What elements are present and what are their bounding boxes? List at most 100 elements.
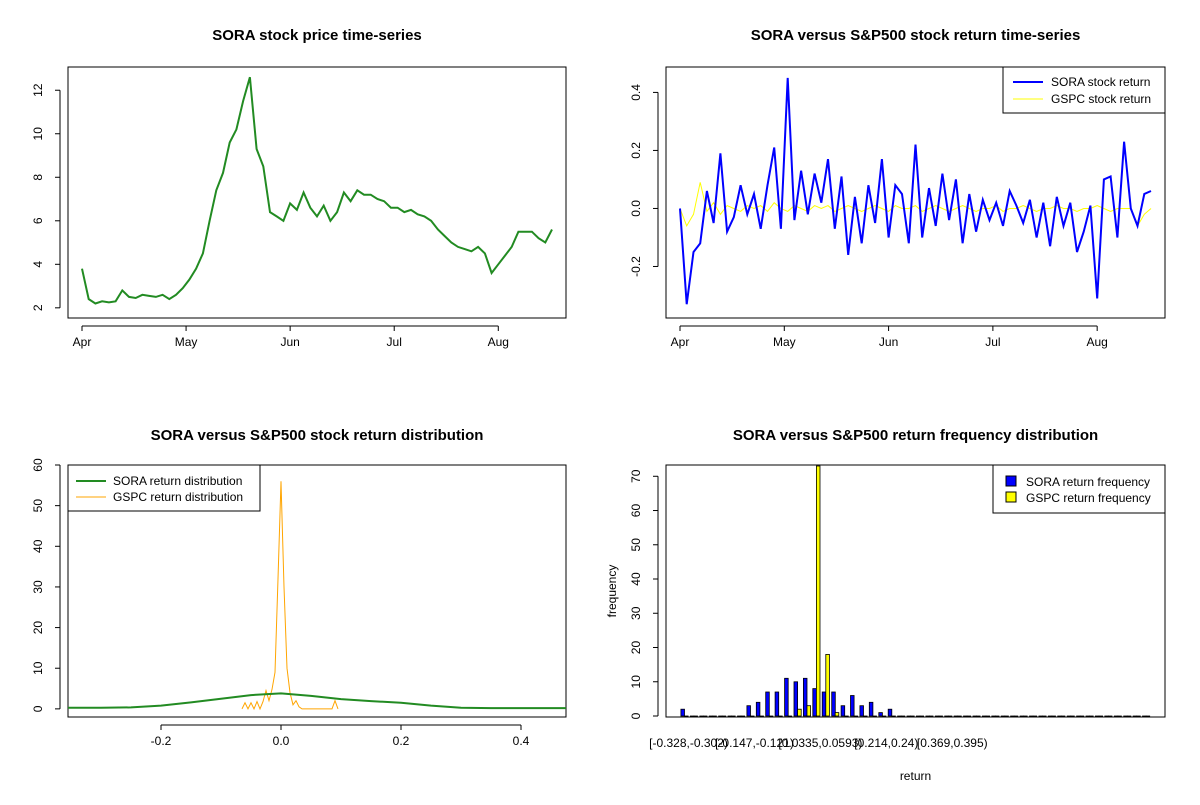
x-tick-label-2-1: 0.0 [273, 734, 290, 748]
bar-0-1 [690, 715, 695, 718]
series-line-1-0 [679, 77, 1152, 305]
chart-title-3: SORA versus S&P500 return frequency dist… [733, 427, 1098, 444]
bar-1-6 [740, 715, 745, 718]
bar-0-13 [803, 677, 808, 717]
x-tick-label-0-1: May [175, 335, 198, 349]
y-tick-label-0-1: 4 [31, 261, 45, 268]
bar-0-34 [1000, 715, 1006, 718]
y-tick-label-3-3: 30 [629, 606, 643, 620]
bar-1-0 [684, 715, 689, 718]
plot-frame-2 [67, 464, 567, 718]
bar-1-4 [721, 715, 727, 718]
y-tick-label-3-0: 0 [629, 712, 643, 719]
bar-0-23 [897, 715, 902, 718]
bar-0-28 [944, 715, 949, 718]
bar-1-32 [985, 715, 990, 718]
x-tick-label-1-4: Aug [1086, 335, 1107, 349]
y-tick-label-1-3: 0.4 [629, 84, 643, 101]
bar-1-46 [1117, 715, 1122, 718]
chart-title-2: SORA versus S&P500 stock return distribu… [151, 427, 484, 444]
bar-1-43 [1089, 715, 1094, 718]
bar-1-41 [1070, 715, 1075, 718]
bar-0-25 [916, 715, 921, 718]
bar-0-14 [812, 688, 817, 717]
bar-1-16 [834, 712, 840, 717]
bar-1-26 [929, 715, 934, 718]
bar-1-24 [910, 715, 915, 718]
bar-0-39 [1047, 715, 1053, 718]
bar-0-8 [755, 701, 761, 717]
legend-swatch-3-1 [1005, 491, 1017, 503]
bar-0-30 [963, 715, 968, 718]
y-tick-label-0-3: 8 [31, 174, 45, 181]
bar-0-2 [699, 715, 704, 718]
bar-1-48 [1136, 715, 1141, 718]
bar-0-48 [1132, 715, 1138, 718]
x-tick-label-0-0: Apr [73, 335, 92, 349]
series-line-0-0 [81, 76, 553, 305]
bar-0-42 [1076, 715, 1081, 718]
bar-0-22 [887, 708, 893, 717]
bar-1-2 [703, 715, 708, 718]
x-tick-label-0-4: Aug [488, 335, 509, 349]
bar-0-20 [868, 701, 874, 717]
bar-0-44 [1095, 715, 1100, 718]
bar-1-27 [938, 715, 943, 718]
bar-0-7 [746, 705, 751, 717]
bar-0-38 [1038, 715, 1043, 718]
y-axis-title-3: frequency [605, 565, 619, 618]
bar-1-5 [731, 715, 736, 718]
bar-1-42 [1079, 715, 1085, 718]
y-tick-label-2-1: 10 [31, 661, 45, 675]
bar-1-30 [966, 715, 972, 718]
bar-1-33 [995, 715, 1000, 718]
series-line-2-1 [241, 481, 339, 711]
bar-1-40 [1060, 715, 1066, 718]
x-tick-label-3-0: [-0.328,-0.302) [649, 736, 728, 750]
bar-0-6 [737, 715, 742, 718]
y-tick-label-0-5: 12 [31, 83, 45, 97]
y-tick-label-1-2: 0.2 [629, 142, 643, 159]
bar-0-4 [718, 715, 723, 718]
y-tick-label-3-2: 20 [629, 641, 643, 655]
bar-0-32 [982, 715, 987, 718]
bar-1-14 [816, 465, 821, 717]
bar-0-27 [934, 715, 940, 718]
bar-1-25 [919, 715, 924, 718]
bar-0-40 [1057, 715, 1062, 718]
legend-label-3-0: SORA return frequency [1026, 475, 1150, 489]
bar-1-10 [778, 715, 783, 718]
x-tick-label-3-2: [0.0335,0.0593) [778, 736, 862, 750]
y-tick-label-2-3: 30 [31, 580, 45, 594]
bar-0-24 [906, 715, 911, 718]
x-tick-label-3-1: [-0.147,-0.121) [715, 736, 794, 750]
bar-1-7 [750, 715, 755, 718]
legend-box-2 [67, 464, 261, 512]
bar-1-15 [825, 654, 830, 717]
bar-1-28 [947, 715, 953, 718]
bar-0-26 [925, 715, 930, 718]
legend-box-3 [992, 464, 1166, 514]
bar-0-15 [821, 691, 827, 717]
bar-1-9 [768, 715, 774, 718]
bar-1-36 [1023, 715, 1028, 718]
y-tick-label-3-7: 70 [629, 469, 643, 483]
x-tick-label-1-3: Jul [985, 335, 1000, 349]
bar-0-19 [859, 705, 864, 717]
bar-0-37 [1029, 715, 1034, 718]
y-tick-label-0-2: 6 [31, 217, 45, 224]
bar-1-3 [712, 715, 717, 718]
y-tick-label-1-0: -0.2 [629, 256, 643, 277]
bar-0-5 [727, 715, 732, 718]
bar-1-23 [900, 715, 906, 718]
bar-1-1 [693, 715, 698, 718]
bar-0-33 [991, 715, 996, 718]
x-tick-label-1-1: May [773, 335, 796, 349]
x-tick-label-2-3: 0.4 [513, 734, 530, 748]
legend-label-2-1: GSPC return distribution [113, 490, 243, 504]
bar-0-18 [850, 695, 855, 717]
x-tick-label-3-3: [0.214,0.24) [854, 736, 918, 750]
legend-label-2-0: SORA return distribution [113, 474, 242, 488]
